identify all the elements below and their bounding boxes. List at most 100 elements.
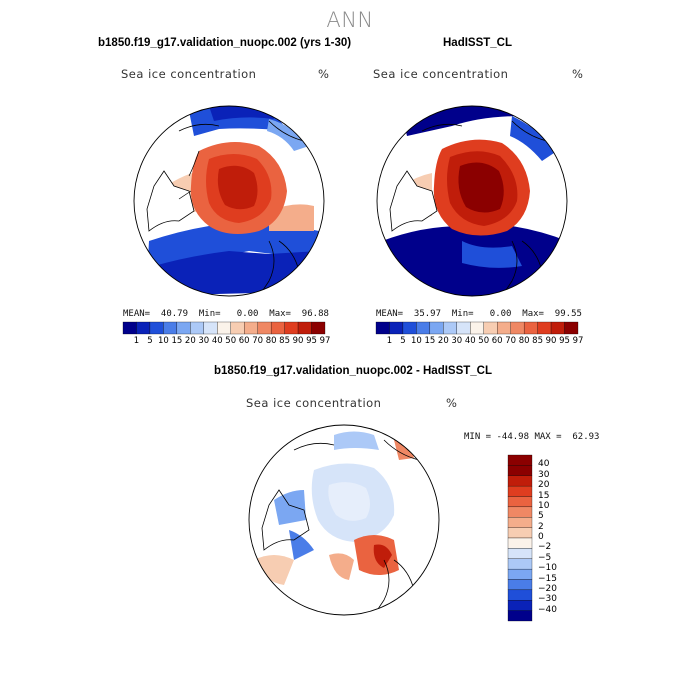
obs-colorbar-tick-label: 50 [478,336,490,346]
model-panel-title: b1850.f19_g17.validation_nuopc.002 (yrs … [98,37,352,49]
model-colorbar-tick-label: 15 [171,336,183,346]
diff-colorbar-box [507,465,533,476]
diff-colorbar-tick-label: 20 [538,480,550,491]
obs-colorbar-box [483,321,498,335]
model-colorbar-box [311,321,326,335]
diff-colorbar-tick-label: 40 [538,459,550,470]
diff-colorbar-box [507,610,533,622]
diff-colorbar-box [507,600,533,611]
model-colorbar-tick-label: 90 [292,336,304,346]
model-polar-map [133,105,325,297]
model-colorbar-box [190,321,204,335]
diff-colorbar [507,454,533,622]
obs-colorbar-tick-label: 70 [505,336,517,346]
obs-stats: MEAN= 35.97 Min= 0.00 Max= 99.55 [376,309,582,319]
diff-colorbar-box [507,568,533,580]
diff-colorbar-tick-label: −15 [538,573,557,584]
obs-colorbar-box [375,321,390,335]
model-colorbar-box [284,321,299,335]
obs-polar-map [376,105,568,297]
obs-field-label: Sea ice concentration [373,67,509,81]
diff-polar-map [248,424,440,616]
diff-colorbar-box [507,527,533,539]
diff-colorbar-box [507,485,533,497]
model-colorbar-tick-label: 10 [157,336,169,346]
diff-colorbar-box [507,496,533,508]
obs-colorbar-box [470,321,484,335]
obs-colorbar-tick-label: 15 [424,336,436,346]
obs-colorbar-tick-label: 30 [451,336,463,346]
obs-colorbar-box [510,321,525,335]
obs-colorbar-tick-label: 85 [532,336,544,346]
diff-colorbar-tick-label: −2 [538,542,552,553]
model-colorbar-tick-label: 20 [184,336,196,346]
diff-colorbar-ticks: 40 30 20 15 10 5 2 0 −2 −5 −10 −15 −20 −30 −40 [538,455,578,621]
obs-colorbar-box [402,321,417,335]
model-colorbar-tick-label: 80 [265,336,277,346]
obs-colorbar-tick-label: 20 [437,336,449,346]
obs-colorbar-tick-label: 60 [491,336,503,346]
diff-colorbar-box [507,548,533,559]
diff-colorbar-box [507,506,533,518]
model-colorbar-box [230,321,245,335]
obs-colorbar-ticks: 1 5 10 15 20 30 40 50 60 70 80 85 90 95 97 [376,336,584,348]
model-colorbar-tick-label: 70 [252,336,264,346]
obs-colorbar-tick-label: 10 [410,336,422,346]
model-colorbar-box [270,321,285,335]
diff-colorbar-box [507,475,533,487]
obs-colorbar-box [443,321,457,335]
diff-colorbar-box [507,558,533,570]
model-colorbar-tick-label: 97 [319,336,331,346]
obs-colorbar-box [564,321,579,335]
obs-colorbar-box [550,321,565,335]
diff-field-label: Sea ice concentration [246,396,382,410]
model-colorbar-box [122,321,137,335]
model-colorbar-box [149,321,164,335]
diff-colorbar-tick-label: 2 [538,521,544,532]
obs-colorbar-box [429,321,444,335]
obs-colorbar-tick-label: 97 [572,336,584,346]
model-colorbar-box [297,321,312,335]
model-colorbar-tick-label: 5 [147,336,153,346]
obs-colorbar-tick-label: 1 [386,336,393,346]
diff-colorbar-box [507,537,533,549]
diff-colorbar-tick-label: −10 [538,563,557,574]
diff-colorbar-box [507,579,533,591]
diff-stats: MIN = -44.98 MAX = 62.93 [464,432,600,442]
obs-colorbar-box [523,321,538,335]
obs-colorbar-tick-label: 40 [464,336,476,346]
obs-colorbar-box [416,321,431,335]
obs-units-label: % [572,67,584,81]
obs-colorbar-tick-label: 80 [518,336,530,346]
obs-colorbar-box [537,321,552,335]
model-colorbar-box [176,321,191,335]
model-colorbar-tick-label: 30 [198,336,210,346]
model-colorbar-box [257,321,272,335]
diff-colorbar-box [507,517,533,528]
model-field-label: Sea ice concentration [121,67,257,81]
model-colorbar [122,321,326,335]
model-colorbar-tick-label: 60 [238,336,250,346]
model-colorbar-box [163,321,178,335]
diff-colorbar-tick-label: −30 [538,594,557,605]
diff-colorbar-tick-label: 30 [538,469,550,480]
model-colorbar-box [217,321,231,335]
diff-colorbar-tick-label: 5 [538,511,544,522]
model-colorbar-box [244,321,258,335]
obs-colorbar-tick-label: 5 [400,336,406,346]
diff-colorbar-tick-label: −20 [538,583,557,594]
diff-colorbar-box [507,589,533,601]
diff-colorbar-tick-label: 0 [538,532,544,542]
obs-colorbar-box [456,321,471,335]
diff-colorbar-tick-label: −40 [538,604,557,615]
model-colorbar-box [203,321,218,335]
model-colorbar-box [136,321,151,335]
model-colorbar-tick-label: 95 [306,336,317,346]
model-units-label: % [318,67,330,81]
obs-colorbar-tick-label: 90 [545,336,557,346]
model-colorbar-tick-label: 1 [133,336,140,346]
obs-colorbar-box [497,321,511,335]
diff-colorbar-tick-label: 15 [538,490,550,501]
obs-colorbar-box [389,321,404,335]
obs-colorbar-tick-label: 95 [559,336,570,346]
